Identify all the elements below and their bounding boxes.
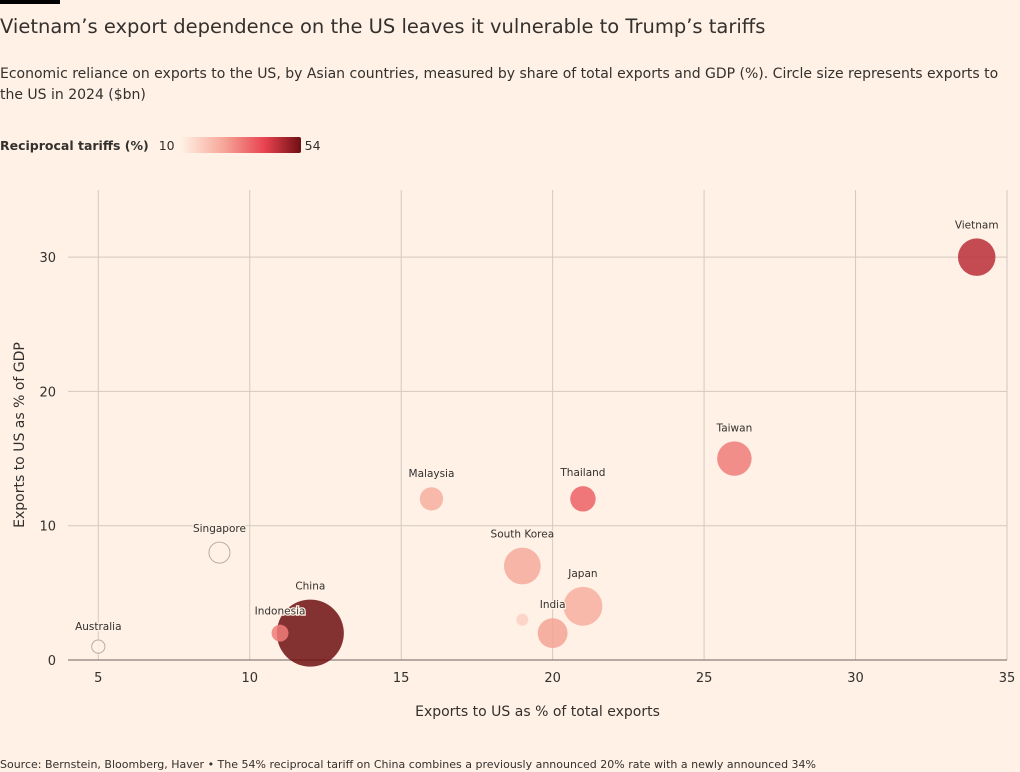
bubble-chart: 5 10 15 20 25 30 35 0 10 20 30 Exports to US as % o…: [12, 190, 1016, 720]
chart-subtitle: Economic reliance on exports to the US, …: [0, 66, 999, 103]
x-tick-label: 15: [393, 671, 410, 686]
bubble-label-india: India: [540, 599, 566, 611]
bubble-india: [537, 618, 568, 649]
bubble-japan: [563, 586, 603, 626]
x-axis-title: Exports to US as % of total exports: [415, 704, 660, 720]
bubble-label-china: China: [295, 581, 325, 593]
bubble-malaysia: [419, 487, 444, 511]
y-tick-label: 30: [39, 251, 56, 266]
bubble-taiwan: [717, 441, 752, 476]
brand-top-bar: [0, 0, 60, 4]
bubble-label-australia: Australia: [75, 621, 121, 633]
bubble-singapore: [208, 541, 231, 564]
bubble-label-malaysia: Malaysia: [409, 468, 455, 480]
y-tick-label: 0: [48, 654, 56, 669]
bubble-indonesia: [271, 624, 289, 642]
legend-color-scale: [180, 137, 301, 153]
bubble-label-singapore: Singapore: [193, 523, 246, 535]
bubble-china: [276, 599, 344, 667]
x-tick-label: 5: [94, 671, 102, 686]
legend-max-label: 54: [304, 137, 321, 153]
legend-title: Reciprocal tariffs (%): [0, 137, 149, 153]
chart-title: Vietnam’s export dependence on the US le…: [0, 15, 766, 38]
bubble-unlabelled: [516, 613, 529, 626]
bubble-south-korea: [503, 547, 541, 585]
bubble-thailand: [570, 486, 596, 512]
x-tick-label: 35: [999, 671, 1016, 686]
x-tick-label: 25: [696, 671, 713, 686]
y-tick-label: 20: [39, 385, 56, 400]
bubble-label-vietnam: Vietnam: [955, 219, 999, 231]
bubble-australia: [91, 639, 106, 654]
x-tick-label: 30: [847, 671, 864, 686]
bubble-label-japan: Japan: [567, 568, 597, 580]
bubble-label-indonesia: Indonesia: [255, 606, 306, 618]
bubble-label-taiwan: Taiwan: [716, 422, 753, 434]
x-tick-label: 10: [241, 671, 258, 686]
bubble-label-thailand: Thailand: [559, 467, 605, 479]
tariff-legend: Reciprocal tariffs (%) 10 54: [0, 137, 321, 153]
bubble-vietnam: [957, 238, 996, 276]
x-tick-label: 20: [544, 671, 561, 686]
legend-min-label: 10: [158, 137, 175, 153]
y-axis-title: Exports to US as % of GDP: [12, 342, 28, 528]
y-tick-label: 10: [39, 520, 56, 535]
source-note: Source: Bernstein, Bloomberg, Haver • Th…: [0, 758, 817, 771]
bubble-label-south-korea: South Korea: [491, 529, 555, 541]
